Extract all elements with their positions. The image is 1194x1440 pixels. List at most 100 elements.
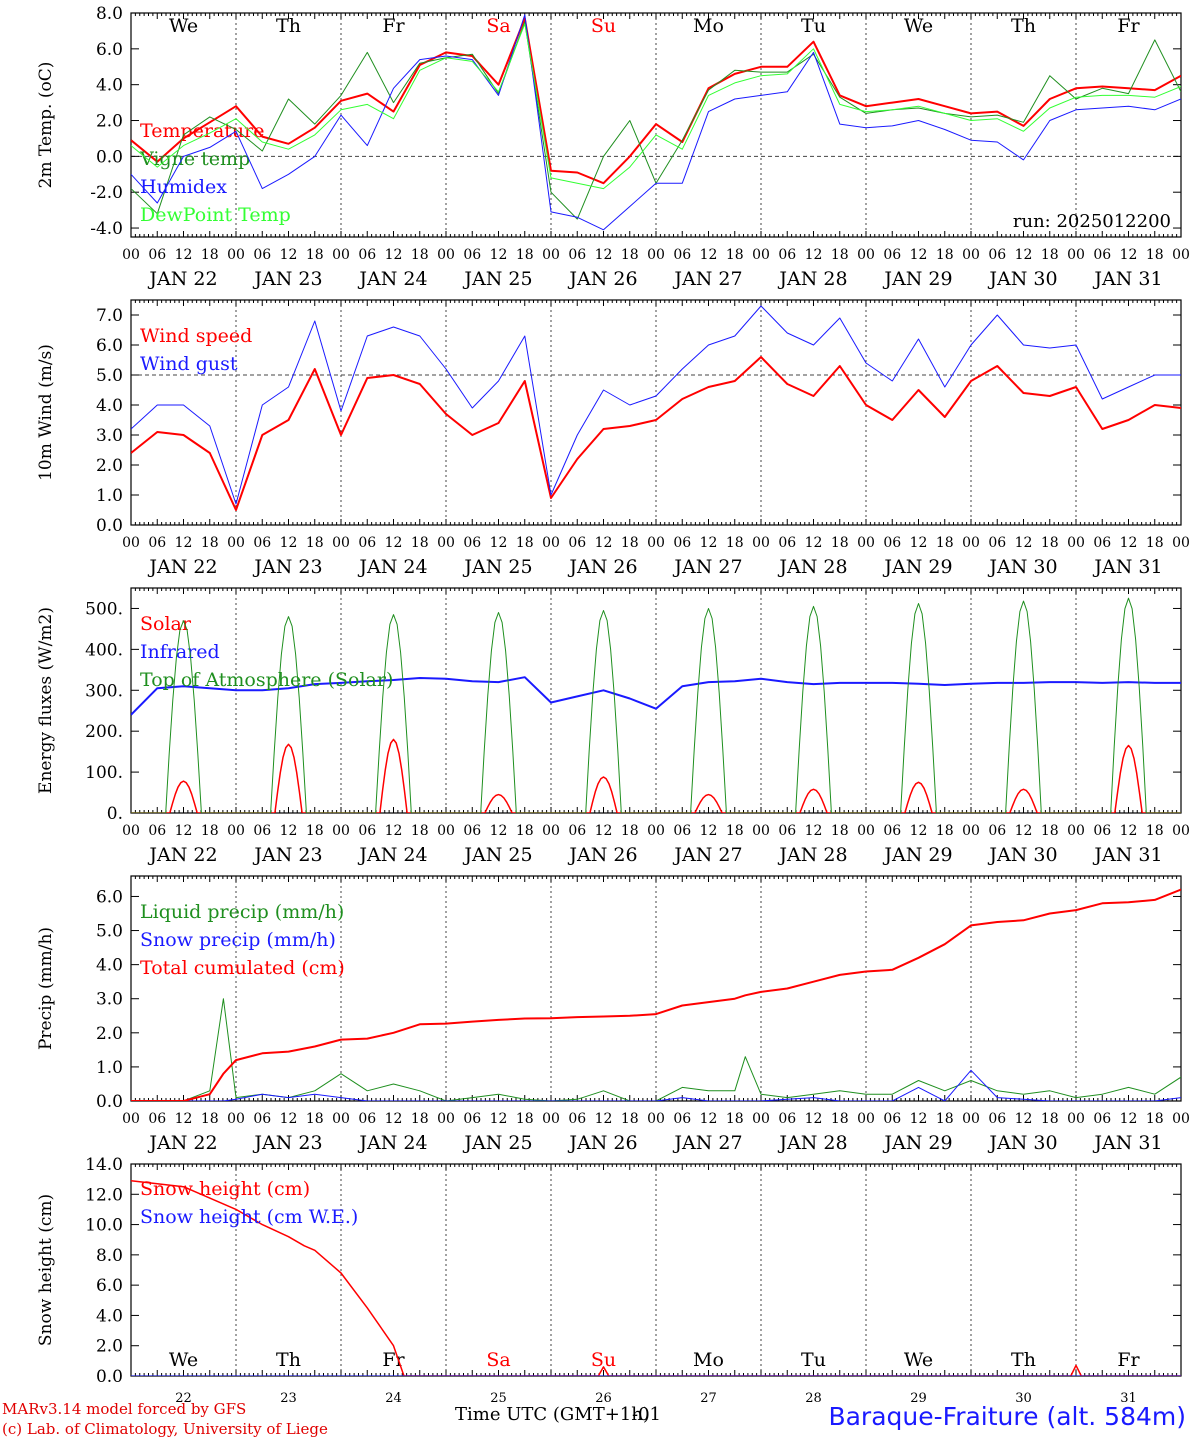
x-hour-label: 00: [1172, 1111, 1190, 1127]
x-hour-label: 00: [962, 1111, 980, 1127]
x-hour-label: 06: [148, 535, 166, 551]
x-hour-label: 00: [122, 1111, 140, 1127]
y-tick-label: 0.0: [96, 1367, 123, 1387]
x-hour-label: 06: [673, 535, 691, 551]
x-hour-label: 12: [280, 1111, 298, 1127]
x-hour-label: 18: [201, 1111, 219, 1127]
x-hour-label: 18: [411, 247, 429, 263]
x-hour-label: 18: [726, 247, 744, 263]
x-hour-label: 00: [332, 823, 350, 839]
x-date-label: JAN 25: [462, 844, 532, 866]
weekday-label: Sa: [486, 15, 510, 37]
x-hour-label: 00: [962, 535, 980, 551]
x-hour-label: 18: [201, 247, 219, 263]
x-date-label: JAN 31: [1092, 556, 1162, 578]
x-date-label: JAN 28: [777, 268, 847, 290]
x-hour-label: 18: [1146, 247, 1164, 263]
x-date-label: JAN 22: [147, 1132, 217, 1154]
x-hour-label: 18: [726, 823, 744, 839]
x-hour-label: 06: [988, 535, 1006, 551]
x-day-number: 29: [910, 1391, 927, 1406]
x-hour-label: 06: [673, 247, 691, 263]
x-hour-label: 00: [227, 823, 245, 839]
x-hour-label: 18: [306, 823, 324, 839]
x-date-label: JAN 25: [462, 556, 532, 578]
x-hour-label: 12: [1120, 535, 1138, 551]
weekday-label: We: [169, 15, 198, 37]
weekday-label: Mo: [693, 1349, 724, 1371]
x-hour-label: 00: [332, 247, 350, 263]
x-date-label: JAN 26: [567, 1132, 637, 1154]
y-tick-label: 0.0: [96, 1092, 123, 1112]
legend-entry: Liquid precip (mm/h): [140, 901, 344, 923]
x-hour-label: 06: [568, 823, 586, 839]
x-hour-label: 18: [936, 1111, 954, 1127]
y-tick-label: 6.0: [96, 1276, 123, 1296]
x-date-label: JAN 22: [147, 844, 217, 866]
x-hour-label: 18: [516, 535, 534, 551]
x-hour-label: 12: [700, 823, 718, 839]
x-hour-label: 00: [122, 247, 140, 263]
y-tick-label: 0.0: [96, 147, 123, 167]
y-tick-label: 6.0: [96, 887, 123, 907]
x-hour-label: 06: [148, 247, 166, 263]
x-hour-label: 18: [516, 823, 534, 839]
legend-entry: Wind gust: [140, 353, 238, 375]
y-tick-label: 2.0: [96, 1024, 123, 1044]
x-date-label: JAN 25: [462, 1132, 532, 1154]
x-hour-label: 00: [1067, 823, 1085, 839]
x-hour-label: 06: [883, 1111, 901, 1127]
x-hour-label: 12: [1120, 1111, 1138, 1127]
weekday-label: Fr: [382, 1349, 405, 1371]
y-tick-label: 10.0: [85, 1216, 123, 1236]
x-date-label: JAN 27: [672, 268, 742, 290]
x-hour-label: 06: [778, 535, 796, 551]
x-hour-label: 06: [253, 247, 271, 263]
x-day-number: 28: [805, 1391, 822, 1406]
y-tick-label: 2.0: [96, 112, 123, 132]
x-hour-label: 12: [910, 247, 928, 263]
y-tick-label: -4.0: [90, 219, 123, 239]
y-tick-label: 200.: [85, 722, 123, 742]
panel-2: 7.0 6.0 5.0 4.0 3.0 2.0 1.0 0.0 10m Wind (m/s) 00…: [36, 299, 1190, 578]
x-hour-label: 06: [253, 1111, 271, 1127]
weekday-label: Sa: [486, 1349, 510, 1371]
y-tick-label: 2.0: [96, 456, 123, 476]
run-annotation: run: 2025012200: [1013, 211, 1171, 232]
x-hour-label: 06: [358, 247, 376, 263]
x-hour-label: 18: [621, 823, 639, 839]
x-hour-label: 18: [1041, 823, 1059, 839]
x-hour-label: 06: [778, 247, 796, 263]
x-hour-label: 00: [227, 247, 245, 263]
x-day-number: 30: [1015, 1391, 1032, 1406]
weekday-label: We: [904, 1349, 933, 1371]
y-axis-label: Precip (mm/h): [36, 927, 56, 1050]
x-date-label: JAN 27: [672, 844, 742, 866]
weekday-label: Tu: [801, 1349, 826, 1371]
x-date-label: JAN 27: [672, 556, 742, 578]
x-hour-label: 00: [647, 535, 665, 551]
y-tick-label: 4.0: [96, 1306, 123, 1326]
y-tick-label: 3.0: [96, 990, 123, 1010]
weekday-label: Tu: [801, 15, 826, 37]
x-hour-label: 06: [988, 1111, 1006, 1127]
x-hour-label: 18: [516, 247, 534, 263]
x-hour-label: 06: [463, 1111, 481, 1127]
x-hour-label: 12: [385, 1111, 403, 1127]
x-hour-label: 00: [1067, 1111, 1085, 1127]
series-line-3: [131, 14, 1181, 231]
weekday-label: Mo: [693, 15, 724, 37]
legend-entry: Temperature: [140, 120, 264, 142]
x-date-label: JAN 28: [777, 844, 847, 866]
x-hour-label: 06: [1093, 535, 1111, 551]
series-line-1: [131, 356, 1181, 511]
legend-entry: Humidex: [140, 176, 227, 198]
series-line-3: [131, 888, 1181, 1101]
y-tick-label: 8.0: [96, 1246, 123, 1266]
x-day-number: 23: [280, 1391, 297, 1406]
x-hour-label: 12: [280, 535, 298, 551]
y-tick-label: 6.0: [96, 40, 123, 60]
x-hour-label: 00: [227, 1111, 245, 1127]
x-hour-label: 06: [883, 535, 901, 551]
x-hour-label: 12: [490, 535, 508, 551]
